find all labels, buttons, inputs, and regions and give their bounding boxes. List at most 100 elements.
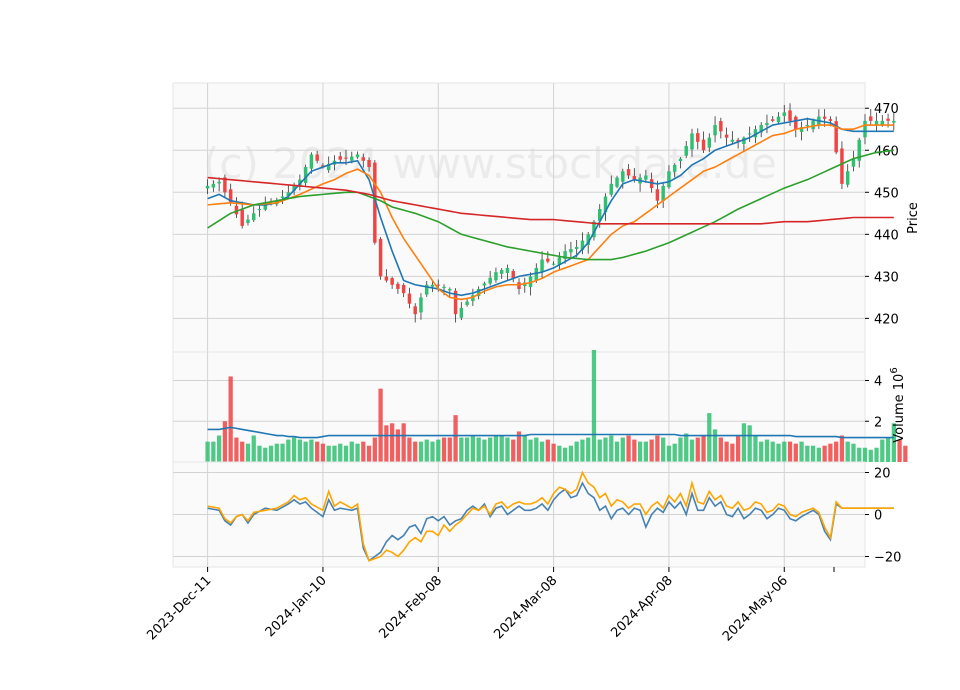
volume-bar — [453, 415, 458, 462]
candle-body — [742, 137, 746, 145]
candle-body — [874, 120, 879, 125]
candle-body — [886, 118, 890, 121]
candle-body — [551, 263, 556, 265]
ma-fast-line — [207, 117, 894, 297]
candle-body — [771, 119, 775, 121]
volume-bar — [787, 441, 793, 462]
candle-body — [557, 257, 562, 265]
volume-bar — [666, 445, 672, 462]
volume-bar — [522, 435, 527, 462]
volume-bar — [436, 439, 441, 462]
candle-body — [632, 176, 637, 180]
candle-body — [315, 154, 319, 161]
candle-body — [892, 120, 896, 123]
volume-bar — [736, 435, 741, 462]
candle-body — [211, 183, 216, 188]
volume-bar — [632, 439, 637, 462]
volume-bar — [580, 439, 585, 462]
candle-body — [361, 157, 366, 161]
candle-body — [303, 167, 308, 184]
volume-bar — [505, 437, 510, 462]
candle-body — [390, 278, 394, 285]
volume-bar — [482, 439, 487, 462]
volume-bar — [614, 441, 620, 462]
volume-bar — [424, 439, 429, 462]
volume-bar — [234, 437, 239, 462]
candle-body — [765, 122, 769, 126]
candle-body — [517, 282, 521, 289]
candle-body — [476, 288, 481, 297]
candle-body — [511, 270, 515, 279]
volume-bar — [626, 435, 631, 462]
volume-panel: 24 — [172, 349, 908, 463]
volume-bar — [297, 439, 302, 462]
volume-bar — [217, 435, 222, 462]
volume-bar — [730, 443, 735, 462]
candle-body — [661, 185, 665, 201]
candle-body — [263, 204, 267, 210]
volume-bar — [661, 437, 666, 462]
candle-body — [592, 221, 596, 238]
volume-bar — [759, 441, 764, 462]
volume-bar — [499, 435, 504, 462]
oscillator-ytick-label: 0 — [874, 509, 882, 524]
volume-bar — [655, 435, 660, 462]
volume-bar — [782, 441, 787, 462]
volume-bar — [747, 425, 752, 462]
volume-bar — [205, 441, 210, 462]
candle-body — [430, 284, 435, 287]
volume-bar — [551, 443, 556, 462]
candle-body — [453, 290, 458, 315]
volume-bar — [511, 439, 516, 462]
x-tick-label: 2024-Mar-08 — [491, 573, 560, 642]
candle-body — [286, 192, 291, 196]
volume-bar — [309, 439, 314, 462]
candle-body — [344, 157, 348, 159]
volume-bar — [718, 437, 723, 462]
ma-slow-line — [207, 149, 894, 261]
volume-bar — [401, 423, 406, 462]
volume-axis-label: Volume 106 — [889, 367, 907, 442]
volume-bar — [320, 443, 326, 462]
candle-body — [257, 209, 262, 211]
candle-body — [373, 162, 377, 243]
volume-ma-line — [207, 426, 894, 439]
candle-body — [626, 169, 631, 176]
candle-body — [534, 267, 539, 281]
candle-body — [338, 156, 342, 160]
x-tick-label: 2024-Jan-10 — [263, 573, 330, 640]
candle-body — [828, 119, 833, 121]
volume-bar — [851, 443, 856, 462]
candle-body — [574, 246, 579, 249]
candle-body — [747, 133, 752, 135]
volume-bar — [586, 437, 591, 462]
volume-bar — [574, 441, 579, 462]
candle-body — [794, 116, 798, 130]
price-ytick-label: 420 — [874, 312, 899, 327]
volume-bar — [274, 443, 279, 462]
volume-bar — [707, 413, 712, 462]
candle-body — [598, 209, 602, 221]
candle-body — [459, 307, 464, 318]
candle-body — [569, 249, 573, 253]
candle-body — [649, 179, 654, 189]
oscillator-line-1 — [207, 481, 894, 562]
candle-body — [776, 116, 781, 123]
volume-bar — [361, 441, 366, 462]
candle-body — [407, 293, 412, 304]
volume-bar — [222, 421, 228, 462]
candle-body — [799, 127, 804, 132]
volume-bar — [326, 445, 331, 462]
volume-bar — [684, 433, 689, 462]
candle-body — [413, 306, 417, 315]
candle-body — [713, 125, 717, 136]
candle-body — [499, 270, 504, 274]
volume-bar — [603, 437, 608, 462]
volume-bar — [776, 443, 781, 462]
volume-bar — [366, 445, 372, 462]
candle-body — [494, 272, 498, 281]
candle-body — [396, 283, 400, 289]
candle-body — [880, 120, 885, 126]
volume-bar — [741, 423, 747, 462]
